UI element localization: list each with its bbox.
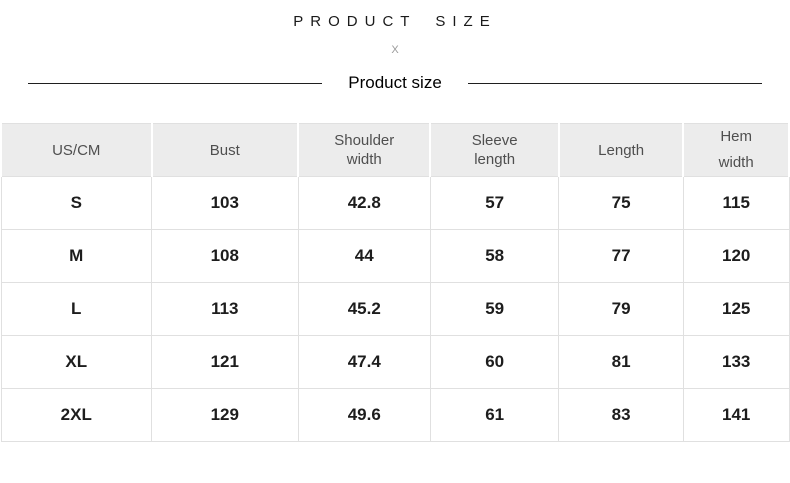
table-row: L 113 45.2 59 79 125: [0, 282, 790, 336]
value-cell: 44: [297, 229, 431, 283]
column-header-length: Length: [557, 123, 685, 177]
section-title: Product size: [348, 73, 442, 92]
column-header-label: Hem width: [718, 128, 754, 171]
value-cell: 129: [151, 388, 299, 442]
table-row: S 103 42.8 57 75 115: [0, 176, 790, 230]
table-row: 2XL 129 49.6 61 83 141: [0, 388, 790, 442]
value-cell: 58: [429, 229, 560, 283]
value-cell: 47.4: [297, 335, 431, 389]
column-header-label: Shoulder width: [334, 132, 395, 168]
table-row: M 108 44 58 77 120: [0, 229, 790, 283]
column-header-sleeve-length: Sleeve length: [429, 123, 560, 177]
value-cell: 108: [151, 229, 299, 283]
value-cell: 81: [558, 335, 684, 389]
column-header-label: US/CM: [52, 141, 101, 159]
column-header-us-cm: US/CM: [0, 123, 153, 177]
value-cell: 59: [429, 282, 560, 336]
separator-x: X: [391, 44, 399, 56]
column-header-hem-width: Hem width: [682, 123, 790, 177]
value-cell: 61: [429, 388, 560, 442]
section-divider: Product size: [28, 73, 763, 93]
size-label-cell: M: [0, 229, 152, 283]
column-header-label: Sleeve length: [471, 132, 518, 168]
size-label-cell: L: [0, 282, 152, 336]
size-label-cell: XL: [0, 335, 152, 389]
size-label-cell: 2XL: [0, 388, 152, 442]
column-header-shoulder-width: Shoulder width: [297, 123, 432, 177]
value-cell: 141: [682, 388, 790, 442]
value-cell: 60: [429, 335, 560, 389]
value-cell: 57: [429, 176, 560, 230]
value-cell: 125: [682, 282, 790, 336]
value-cell: 120: [682, 229, 790, 283]
column-header-label: Bust: [209, 141, 240, 159]
page-title: PRODUCT SIZE: [293, 13, 497, 30]
table-row: XL 121 47.4 60 81 133: [0, 335, 790, 389]
size-label-cell: S: [0, 176, 152, 230]
divider-line-right: [467, 82, 763, 84]
value-cell: 133: [682, 335, 790, 389]
value-cell: 113: [151, 282, 299, 336]
value-cell: 42.8: [297, 176, 431, 230]
column-header-bust: Bust: [150, 123, 300, 177]
value-cell: 75: [558, 176, 684, 230]
table-header-row: US/CM Bust Shoulder width Sleeve length …: [0, 123, 790, 177]
value-cell: 103: [151, 176, 299, 230]
value-cell: 49.6: [297, 388, 431, 442]
value-cell: 121: [151, 335, 299, 389]
size-table: US/CM Bust Shoulder width Sleeve length …: [0, 123, 790, 442]
value-cell: 115: [682, 176, 790, 230]
value-cell: 45.2: [297, 282, 431, 336]
value-cell: 77: [558, 229, 684, 283]
divider-line-left: [28, 82, 323, 84]
column-header-label: Length: [598, 141, 645, 159]
value-cell: 83: [558, 388, 684, 442]
value-cell: 79: [558, 282, 684, 336]
